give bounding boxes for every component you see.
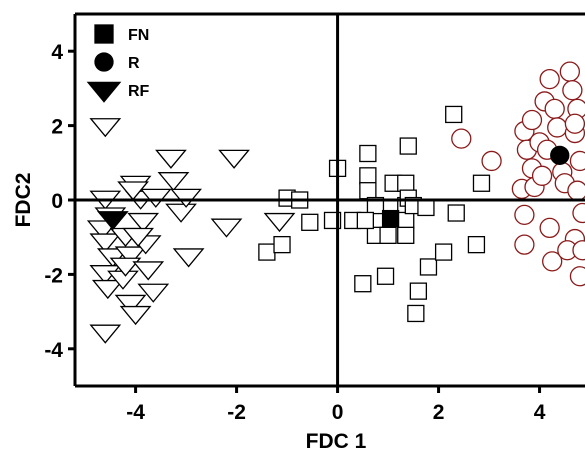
- legend-label-rf: RF: [128, 83, 150, 100]
- fn-point: [356, 211, 374, 230]
- r-point: [559, 61, 581, 82]
- rf-point: [165, 203, 197, 223]
- fn-point: [467, 235, 486, 254]
- fn-point: [417, 198, 435, 217]
- x-tick-label: 4: [534, 401, 546, 424]
- rf-point: [89, 118, 122, 138]
- fn-point: [407, 304, 425, 323]
- fn-point: [447, 204, 465, 222]
- fn-point: [359, 144, 377, 163]
- rf-point: [157, 172, 190, 192]
- r-point: [451, 128, 472, 149]
- r-point: [569, 266, 585, 287]
- fn-point: [379, 226, 397, 244]
- rf-point: [122, 227, 155, 247]
- fn-point: [472, 174, 491, 192]
- r-point: [572, 240, 585, 261]
- fn-mean-point: [381, 209, 400, 228]
- legend-label-r: R: [128, 55, 140, 72]
- fn-point: [399, 137, 417, 155]
- rf-point: [89, 233, 122, 253]
- r-point: [542, 251, 563, 272]
- y-tick-label: 0: [51, 190, 63, 213]
- rf-point: [127, 212, 160, 233]
- fn-point: [273, 235, 291, 254]
- fn-point: [301, 213, 319, 231]
- r-point: [514, 234, 535, 255]
- y-tick-label: 2: [51, 116, 63, 139]
- rf-point: [117, 181, 149, 201]
- r-point: [567, 180, 585, 201]
- y-tick-label: -2: [44, 264, 63, 287]
- r-point: [521, 109, 543, 131]
- fn-point: [409, 282, 428, 300]
- r-point: [562, 80, 583, 101]
- rf-point: [170, 188, 202, 208]
- y-axis-label: FDC2: [12, 173, 35, 228]
- legend-marker-r: [94, 52, 114, 72]
- legend-label-fn: FN: [128, 27, 149, 44]
- r-point: [547, 117, 568, 138]
- legend-marker-fn: [94, 24, 114, 44]
- rf-point: [218, 149, 250, 169]
- rf-point: [114, 246, 147, 266]
- r-point: [514, 204, 535, 226]
- data-marks: [86, 61, 585, 344]
- fn-point: [397, 174, 415, 192]
- rf-point: [263, 212, 296, 233]
- rf-point: [210, 218, 243, 238]
- fn-point: [354, 275, 372, 293]
- x-tick-label: -4: [126, 401, 145, 424]
- r-point: [569, 150, 585, 172]
- legend: FN R RF: [86, 24, 150, 103]
- r-point: [481, 150, 502, 172]
- y-tick-label: -4: [44, 339, 63, 362]
- legend-marker-rf: [86, 81, 122, 103]
- r-point: [564, 113, 585, 134]
- fn-point: [419, 258, 438, 276]
- x-tick-label: -2: [227, 401, 246, 424]
- r-point: [572, 202, 585, 224]
- fn-point: [258, 243, 276, 261]
- fn-point: [434, 243, 453, 261]
- rf-point: [89, 324, 122, 344]
- rf-mean-point: [96, 211, 129, 231]
- rf-point: [139, 188, 172, 208]
- fn-point: [359, 167, 377, 185]
- rf-point: [91, 279, 124, 300]
- r-point: [544, 98, 565, 120]
- r-mean-point: [550, 145, 570, 166]
- axes: -4 -2 0 2 4 -4 -2 0 2 4: [44, 12, 585, 424]
- x-tick-label: 0: [332, 401, 344, 424]
- x-tick-label: 2: [433, 401, 445, 424]
- rf-point: [114, 294, 147, 314]
- rf-point: [132, 261, 165, 281]
- y-tick-label: 4: [51, 41, 63, 64]
- rf-point: [119, 305, 152, 326]
- fn-point: [376, 267, 395, 285]
- fn-point: [366, 196, 385, 215]
- r-point: [539, 68, 560, 90]
- rf-point: [172, 248, 205, 268]
- fn-point: [397, 211, 415, 230]
- r-point: [531, 165, 553, 186]
- fn-point: [359, 182, 377, 200]
- rf-point: [155, 149, 187, 169]
- fn-point: [397, 226, 415, 244]
- x-axis-label: FDC 1: [306, 430, 367, 453]
- rf-point: [137, 283, 170, 303]
- rf-point: [109, 257, 142, 277]
- fn-point: [445, 105, 463, 124]
- r-point: [539, 217, 560, 239]
